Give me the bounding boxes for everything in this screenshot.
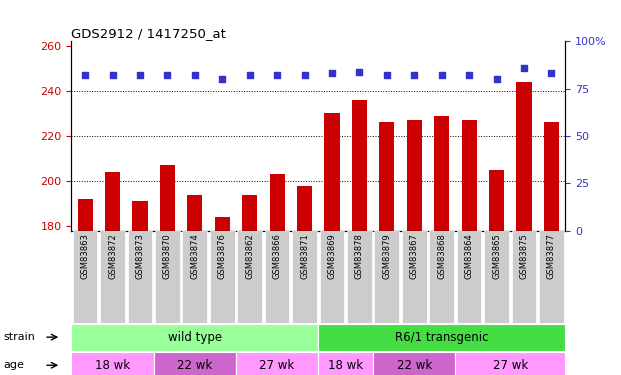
Text: 27 wk: 27 wk: [492, 359, 528, 372]
Bar: [132, 201, 148, 231]
Bar: [160, 165, 175, 231]
Text: GSM83867: GSM83867: [410, 233, 419, 279]
Point: [464, 72, 474, 78]
Point: [546, 70, 556, 76]
Text: 27 wk: 27 wk: [260, 359, 295, 372]
FancyBboxPatch shape: [539, 231, 564, 322]
Text: 22 wk: 22 wk: [177, 359, 212, 372]
FancyBboxPatch shape: [292, 231, 317, 322]
Text: GSM83875: GSM83875: [520, 233, 528, 279]
Text: GSM83871: GSM83871: [300, 233, 309, 279]
Bar: [318, 324, 565, 351]
Bar: [215, 217, 230, 231]
Bar: [517, 82, 532, 231]
FancyBboxPatch shape: [128, 231, 152, 322]
Text: GSM83862: GSM83862: [245, 233, 254, 279]
Text: GSM83878: GSM83878: [355, 233, 364, 279]
Text: GSM83874: GSM83874: [191, 233, 199, 279]
FancyBboxPatch shape: [512, 231, 537, 322]
Bar: [270, 174, 284, 231]
Text: GDS2912 / 1417250_at: GDS2912 / 1417250_at: [71, 27, 226, 40]
Text: GSM83876: GSM83876: [218, 233, 227, 279]
FancyBboxPatch shape: [100, 231, 125, 322]
Text: GSM83864: GSM83864: [465, 233, 474, 279]
Bar: [544, 122, 559, 231]
Bar: [297, 186, 312, 231]
FancyBboxPatch shape: [183, 231, 207, 322]
Point: [299, 72, 309, 78]
Text: 22 wk: 22 wk: [397, 359, 432, 372]
Text: GSM83868: GSM83868: [437, 233, 446, 279]
FancyBboxPatch shape: [429, 231, 454, 322]
Bar: [236, 352, 319, 375]
Point: [519, 65, 529, 71]
Bar: [71, 324, 318, 351]
FancyBboxPatch shape: [457, 231, 481, 322]
FancyBboxPatch shape: [374, 231, 399, 322]
Bar: [434, 116, 449, 231]
Point: [217, 76, 227, 82]
Text: GSM83879: GSM83879: [383, 233, 391, 279]
FancyBboxPatch shape: [210, 231, 235, 322]
Text: GSM83870: GSM83870: [163, 233, 172, 279]
Point: [492, 76, 502, 82]
Text: GSM83877: GSM83877: [547, 233, 556, 279]
Point: [80, 72, 90, 78]
Bar: [71, 352, 154, 375]
Bar: [379, 122, 394, 231]
Text: R6/1 transgenic: R6/1 transgenic: [395, 331, 489, 344]
Point: [272, 72, 282, 78]
Bar: [489, 170, 504, 231]
Text: 18 wk: 18 wk: [95, 359, 130, 372]
Point: [355, 69, 365, 75]
Bar: [105, 172, 120, 231]
Point: [190, 72, 200, 78]
Text: 18 wk: 18 wk: [328, 359, 363, 372]
FancyBboxPatch shape: [155, 231, 179, 322]
Text: age: age: [3, 360, 24, 370]
Text: GSM83865: GSM83865: [492, 233, 501, 279]
Text: GSM83866: GSM83866: [273, 233, 281, 279]
FancyBboxPatch shape: [347, 231, 372, 322]
Point: [163, 72, 173, 78]
Bar: [318, 352, 373, 375]
Point: [245, 72, 255, 78]
Point: [107, 72, 117, 78]
Bar: [188, 195, 202, 231]
Point: [409, 72, 419, 78]
Point: [382, 72, 392, 78]
Bar: [455, 352, 565, 375]
FancyBboxPatch shape: [265, 231, 289, 322]
Text: GSM83873: GSM83873: [135, 233, 145, 279]
Bar: [461, 120, 477, 231]
Text: GSM83869: GSM83869: [327, 233, 337, 279]
FancyBboxPatch shape: [402, 231, 427, 322]
Point: [327, 70, 337, 76]
Text: strain: strain: [3, 332, 35, 342]
FancyBboxPatch shape: [320, 231, 344, 322]
Bar: [154, 352, 236, 375]
Text: GSM83863: GSM83863: [81, 233, 89, 279]
Point: [135, 72, 145, 78]
Bar: [78, 199, 93, 231]
Point: [437, 72, 446, 78]
Bar: [242, 195, 257, 231]
Bar: [407, 120, 422, 231]
FancyBboxPatch shape: [484, 231, 509, 322]
Text: GSM83872: GSM83872: [108, 233, 117, 279]
Text: wild type: wild type: [168, 331, 222, 344]
FancyBboxPatch shape: [237, 231, 262, 322]
FancyBboxPatch shape: [73, 231, 97, 322]
Bar: [373, 352, 455, 375]
Bar: [324, 113, 340, 231]
Bar: [352, 100, 367, 231]
